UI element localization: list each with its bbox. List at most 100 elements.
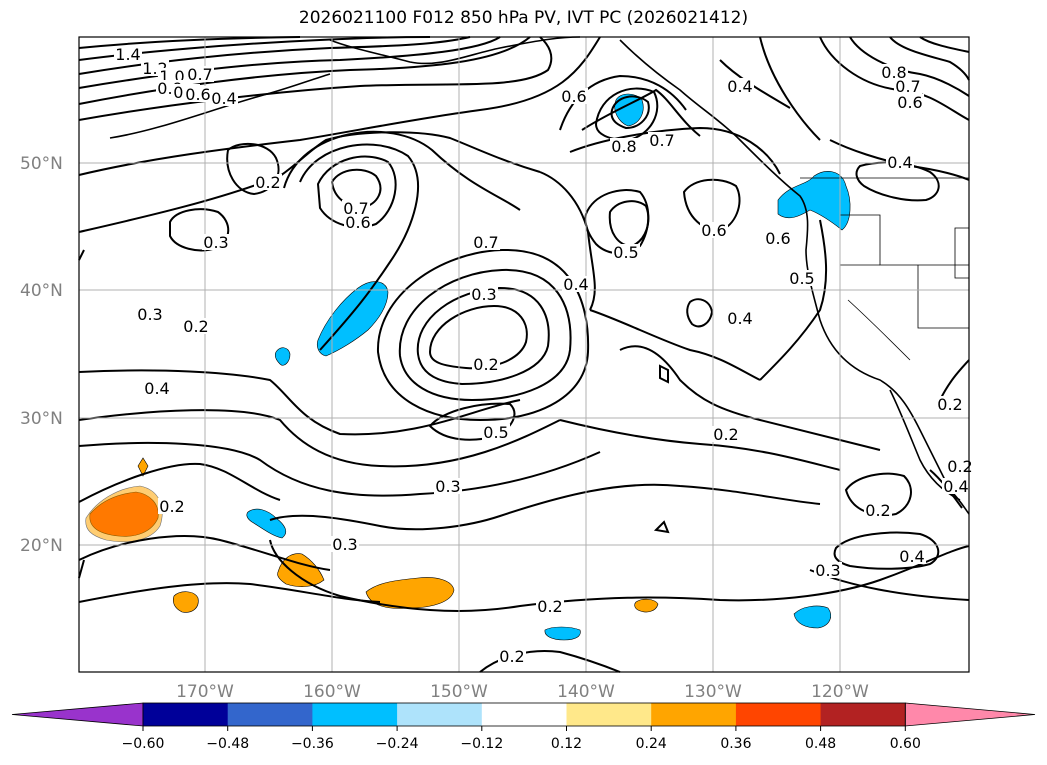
contour-line xyxy=(299,143,419,351)
contour-line xyxy=(78,409,561,468)
contour-label-bg xyxy=(648,132,676,148)
contour-label: 0.6 xyxy=(765,229,790,248)
contour-label: 0.5 xyxy=(789,269,814,288)
contour-label: 0.8 xyxy=(611,137,636,156)
contour-label: 0.7 xyxy=(895,77,920,96)
contour-line xyxy=(269,483,821,531)
contour-label-bg xyxy=(202,234,230,250)
contour-label-bg xyxy=(560,88,588,104)
contour-label-bg xyxy=(331,536,359,552)
lat-label-40: 40°N xyxy=(20,281,63,301)
border-line xyxy=(917,265,969,329)
lon-label-160w: 160°W xyxy=(303,682,361,702)
contour-label-bg xyxy=(434,478,462,494)
contour-label: 0.4 xyxy=(211,89,236,108)
contour-label: 0.2 xyxy=(499,647,524,666)
contour-line xyxy=(78,559,85,579)
contour-line xyxy=(428,304,528,370)
contour-line xyxy=(78,249,85,261)
anomaly-blue-small3 xyxy=(544,626,581,641)
map-title: 2026021100 F012 850 hPa PV, IVT PC (2026… xyxy=(298,8,749,28)
anomaly-orange-small3 xyxy=(137,457,149,477)
contour-label-bg xyxy=(700,222,728,238)
contour-label: 0.3 xyxy=(815,561,840,580)
contour-label-bg xyxy=(610,138,638,154)
shaded-anomalies xyxy=(85,93,851,641)
contour-label-bg xyxy=(814,562,842,578)
contour-label: 0.4 xyxy=(727,77,752,96)
lon-label-130w: 130°W xyxy=(684,682,742,702)
contour-line xyxy=(581,88,701,137)
contour-line xyxy=(659,364,669,384)
contour-line xyxy=(78,36,471,75)
contour-line xyxy=(559,74,687,131)
anomaly-blue-small1 xyxy=(274,347,291,366)
contour-line xyxy=(584,189,650,255)
colorbar-tick-label: 0.60 xyxy=(890,736,921,752)
anomaly-orange-fringe xyxy=(85,485,163,543)
border-line xyxy=(840,214,969,266)
contour-line xyxy=(759,36,821,141)
contour-label-bg xyxy=(726,78,754,94)
contour-label: 0.5 xyxy=(483,423,508,442)
contour-line xyxy=(78,441,601,497)
colorbar-tick-label: 0.36 xyxy=(720,736,751,752)
contour-label-bg xyxy=(482,424,510,440)
contour-label-bg xyxy=(182,318,210,334)
contour-label-bg xyxy=(342,200,370,216)
contour-label-bg xyxy=(143,380,171,396)
contour-label-bg xyxy=(612,244,640,260)
contour-label-bg xyxy=(788,270,816,286)
contour-label: 0.7 xyxy=(649,131,674,150)
contour-line xyxy=(78,462,281,503)
contour-line xyxy=(78,36,501,89)
contour-label: 0.6 xyxy=(701,221,726,240)
contour-label: 0.2 xyxy=(159,497,184,516)
colorbar-segment xyxy=(651,703,737,726)
contour-label-bg xyxy=(472,356,500,372)
contour-label-bg xyxy=(344,214,372,230)
colorbar-tick-label: −0.24 xyxy=(376,736,419,752)
contour-line xyxy=(682,178,741,232)
contour-label: 0.7 xyxy=(343,199,368,218)
contour-label: 0.2 xyxy=(937,395,962,414)
contour-line xyxy=(78,131,541,233)
colorbar-tick-label: −0.60 xyxy=(122,736,165,752)
contour-label: 0.6 xyxy=(185,85,210,104)
contour-label: 0.5 xyxy=(613,243,638,262)
contour-label-bg xyxy=(472,234,500,250)
anomaly-blue-small4 xyxy=(793,605,831,629)
contour-line xyxy=(398,268,572,402)
lon-label-140w: 140°W xyxy=(557,682,615,702)
contour-label: 0.6 xyxy=(897,93,922,112)
contour-label-bg xyxy=(726,310,754,326)
contour-line xyxy=(686,298,714,328)
contour-label: 0.4 xyxy=(563,275,588,294)
contour-line xyxy=(78,582,381,603)
colorbar-segment xyxy=(227,703,313,726)
anomaly-orange-small2 xyxy=(634,598,659,613)
contour-line xyxy=(330,168,382,210)
lat-label-20: 20°N xyxy=(20,536,63,556)
contour-line xyxy=(416,286,550,386)
contour-line xyxy=(759,219,828,381)
contour-labels: 1.41.21.00.90.80.70.60.40.20.70.60.30.20… xyxy=(114,45,974,666)
contour-line xyxy=(849,36,970,97)
colorbar-segment xyxy=(735,703,822,726)
anomaly-orange-small1 xyxy=(172,591,199,613)
contour-label-bg xyxy=(536,598,564,614)
contour-label: 0.6 xyxy=(561,87,586,106)
contour-line xyxy=(559,419,841,471)
contour-label-bg xyxy=(712,426,740,442)
political-borders xyxy=(800,177,970,361)
lon-label-170w: 170°W xyxy=(176,682,234,702)
contour-line xyxy=(169,208,230,252)
anomaly-orange-south1 xyxy=(277,553,325,587)
contour-line xyxy=(619,345,881,451)
colorbar-segment xyxy=(820,703,906,726)
contour-label: 0.4 xyxy=(727,309,752,328)
contour-line xyxy=(594,87,659,142)
contour-label-bg xyxy=(880,64,908,80)
contour-line xyxy=(919,36,970,53)
